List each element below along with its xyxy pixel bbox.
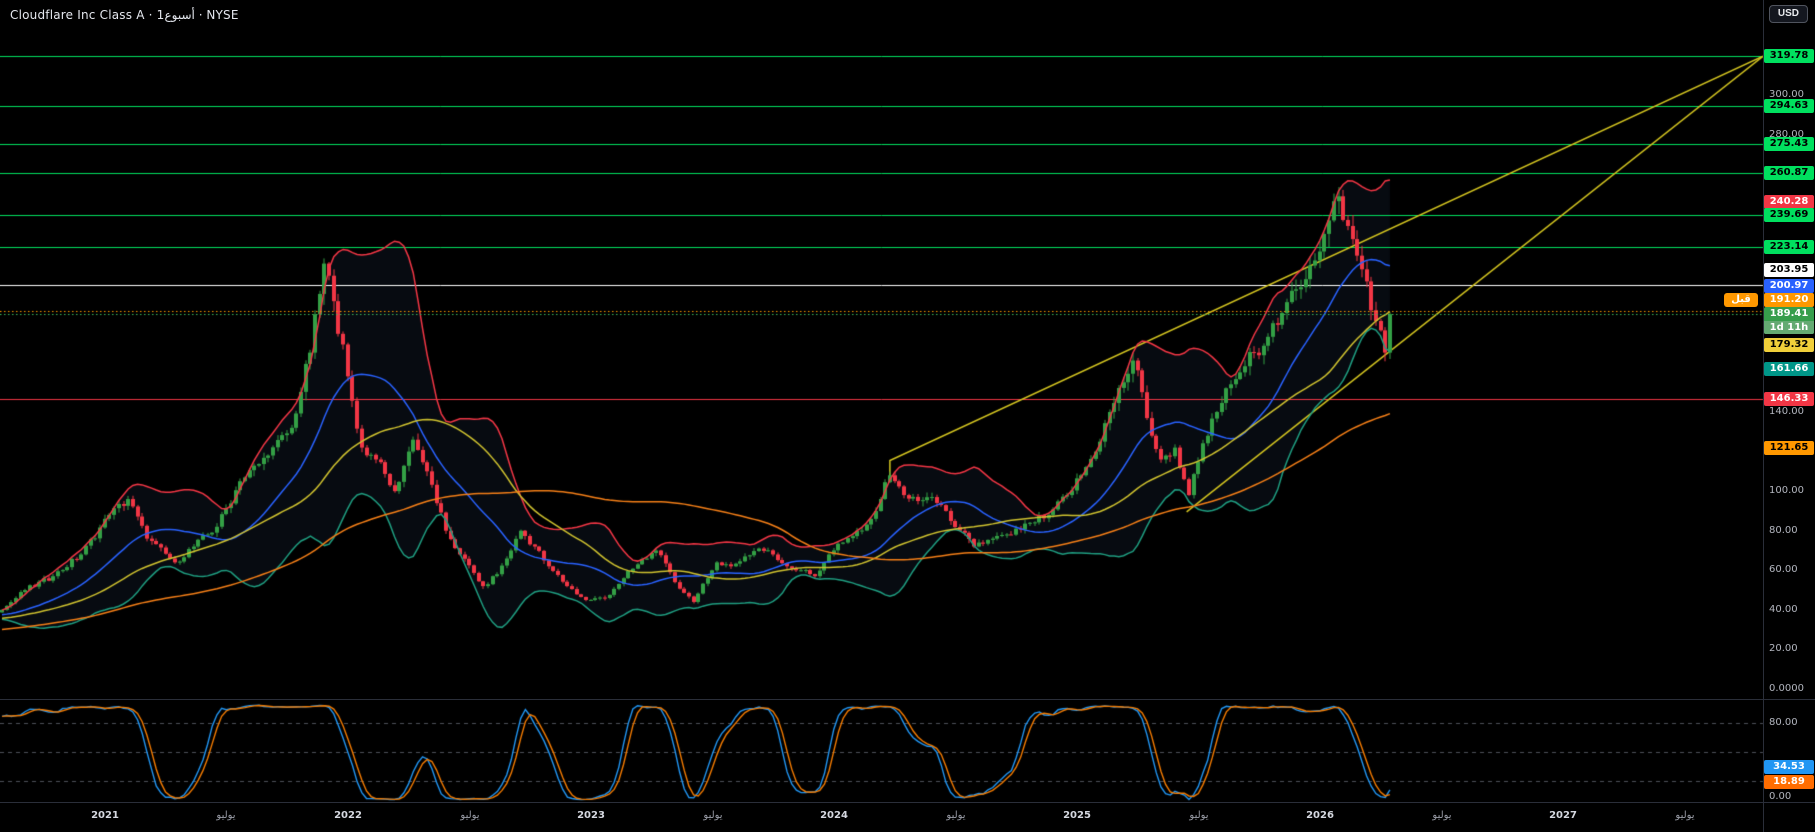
price-label-260.87[interactable]: 260.87 [1764,165,1814,180]
price-label-189.41[interactable]: 189.41 1d 11h [1764,307,1814,335]
price-label-239.69[interactable]: 239.69 [1764,207,1814,222]
price-label-294.63[interactable]: 294.63 [1764,99,1814,113]
time-label-يوليو: يوليو [1675,810,1695,821]
price-label-275.43[interactable]: 275.43 [1764,136,1814,151]
price-axis-divider [1763,0,1764,832]
price-tick: 100.00 [1769,485,1804,497]
countdown-label: 1d 11h [1764,321,1814,335]
time-label-2026: 2026 [1306,810,1334,821]
time-axis-divider [0,802,1815,803]
price-label-240.28: 240.28 [1764,194,1814,209]
oscillator-label-34.53: 34.53 [1764,760,1814,774]
time-label-يوليو: يوليو [946,810,966,821]
oscillator-label-18.89: 18.89 [1764,775,1814,790]
price-label-319.78[interactable]: 319.78 [1764,49,1814,64]
price-tick: 280.00 [1769,128,1804,140]
price-label-200.97: 200.97 [1764,279,1814,294]
time-label-يوليو: يوليو [1432,810,1452,821]
price-label-223.14[interactable]: 223.14 [1764,240,1814,255]
price-label-146.33[interactable]: 146.33 [1764,392,1814,407]
price-tick: 60.00 [1769,564,1798,576]
price-tick: 140.00 [1769,405,1804,417]
time-label-يوليو: يوليو [216,810,236,821]
time-label-2021: 2021 [91,810,119,821]
price-tick: 0.0000 [1769,683,1804,694]
price-tick: 20.00 [1769,643,1798,655]
symbol-title[interactable]: Cloudflare Inc Class A · 1أسبوع · NYSE [10,8,239,22]
price-tick: 40.00 [1769,603,1798,615]
time-label-يوليو: يوليو [703,810,723,821]
pane-divider [0,699,1815,700]
price-label-121.65: 121.65 [1764,441,1814,456]
oscillator-tick: 80.00 [1769,716,1798,728]
price-tick: 300.00 [1769,89,1804,101]
time-label-يوليو: يوليو [1189,810,1209,821]
time-label-2027: 2027 [1549,810,1577,821]
price-label-161.66: 161.66 [1764,362,1814,377]
premarket-tag: قبل [1724,292,1758,307]
price-label-203.95[interactable]: 203.95 [1764,263,1814,278]
time-label-2025: 2025 [1063,810,1091,821]
time-axis[interactable] [0,803,1763,832]
price-tick: 80.00 [1769,524,1798,536]
price-label-191.20[interactable]: 191.20 [1764,292,1814,307]
price-label-179.32: 179.32 [1764,338,1814,353]
time-label-2023: 2023 [577,810,605,821]
currency-toggle-button[interactable]: USD [1768,5,1808,23]
time-label-يوليو: يوليو [460,810,480,821]
time-label-2022: 2022 [334,810,362,821]
time-label-2024: 2024 [820,810,848,821]
oscillator-tick: 0.00 [1769,790,1792,802]
